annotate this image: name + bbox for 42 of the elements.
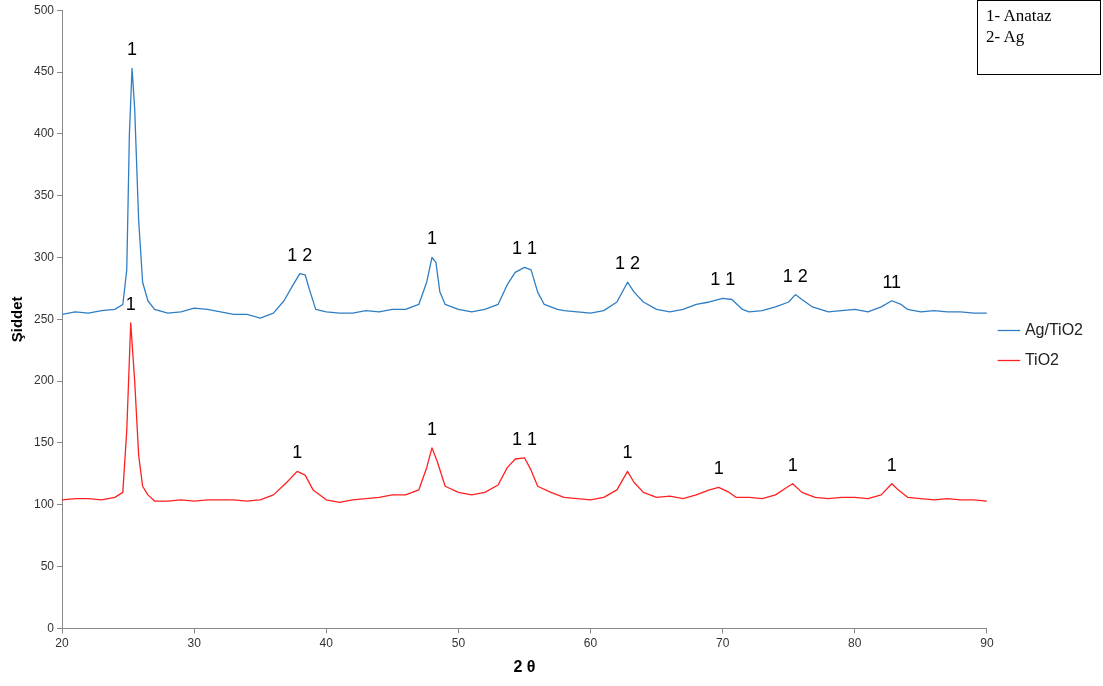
annotation: 1- Anataz: [986, 5, 1053, 26]
x-tick-label: 40: [319, 635, 334, 650]
x-tick-label: 50: [451, 635, 466, 650]
annotation: 11: [882, 271, 902, 292]
y-tick-label: 150: [33, 435, 55, 450]
y-tick-label: 50: [40, 558, 55, 573]
y-tick-label: 300: [33, 249, 55, 264]
x-tick-label: 90: [980, 635, 994, 650]
y-tick-label: 350: [33, 187, 55, 202]
annotation: 2- Ag: [986, 26, 1026, 47]
annotation: 1: [787, 454, 798, 475]
y-tick-label: 500: [33, 2, 55, 17]
y-tick-label: 250: [33, 311, 55, 326]
annotation: 1: [886, 454, 897, 475]
x-tick-label: 80: [848, 635, 862, 650]
annotation: 1: [127, 39, 138, 60]
y-tick-label: 400: [33, 126, 55, 141]
annotation: 1 1: [511, 428, 537, 449]
legend-label: Ag/TiO2: [1024, 320, 1084, 338]
annotation: 1 2: [287, 244, 313, 265]
annotation: 1: [125, 293, 136, 314]
y-axis-title: Şiddet: [8, 296, 26, 343]
legend-label: TiO2: [1024, 350, 1060, 368]
annotation: 1: [713, 458, 724, 479]
text-box: 1- Anataz 2- Ag: [977, 0, 1101, 75]
annotation: 1: [426, 418, 437, 439]
annotation: 1 1: [511, 238, 537, 259]
x-tick-label: 30: [187, 635, 202, 650]
x-tick-label: 20: [55, 635, 70, 650]
annotation: 1 2: [615, 253, 641, 274]
annotation: 1: [292, 442, 303, 463]
y-tick-label: 0: [47, 620, 55, 635]
x-axis-title: 2 θ: [513, 657, 536, 675]
annotation: 1 2: [782, 265, 808, 286]
x-tick-label: 60: [583, 635, 598, 650]
y-tick-label: 100: [33, 497, 55, 512]
annotation: 1: [426, 228, 437, 249]
y-tick-label: 450: [33, 64, 55, 79]
x-tick-label: 70: [715, 635, 730, 650]
y-tick-label: 200: [33, 373, 55, 388]
annotation: 1 1: [710, 269, 736, 290]
annotation: 1: [622, 442, 633, 463]
